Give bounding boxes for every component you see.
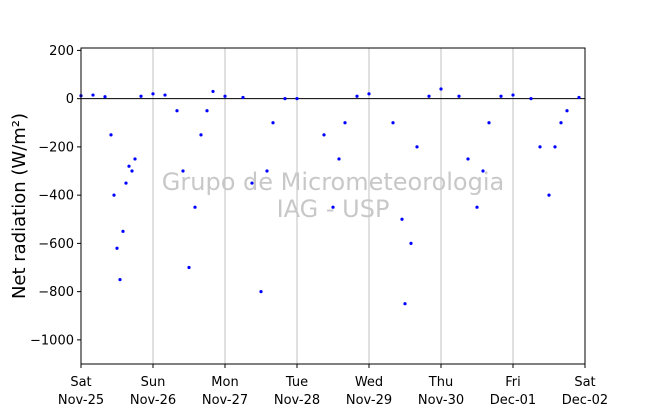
- grid-lines: [152, 48, 514, 364]
- x-tick-date: Nov-29: [346, 393, 392, 408]
- x-tick-date: Dec-02: [562, 393, 608, 408]
- data-point: [109, 133, 113, 137]
- data-point: [529, 97, 533, 101]
- x-axis: Sat Nov-25 Sun Nov-26 Mon Nov-27 Tue Nov-28 Wed N…: [58, 364, 608, 408]
- data-point: [295, 97, 299, 101]
- data-point: [391, 121, 395, 125]
- x-tick-day: Wed: [355, 375, 383, 390]
- data-point: [403, 302, 407, 306]
- data-point: [130, 169, 134, 173]
- x-tick-day: Thu: [428, 375, 453, 390]
- x-tick-date: Nov-25: [58, 393, 104, 408]
- x-tick-date: Dec-01: [490, 393, 536, 408]
- data-point: [457, 94, 461, 98]
- data-point: [118, 277, 122, 282]
- data-point: [259, 290, 263, 294]
- watermark-line-1: Grupo de Micrometeorologia: [162, 168, 504, 196]
- x-tick-date: Nov-30: [418, 393, 464, 408]
- data-point: [475, 205, 479, 209]
- data-point: [565, 109, 569, 113]
- data-point: [163, 93, 167, 97]
- y-axis-label: Net radiation (W/m²): [9, 113, 30, 299]
- y-axis: 200 0 −200 −400 −600 −800 −1000: [30, 44, 81, 348]
- data-point: [499, 94, 503, 98]
- x-tick-day: Sun: [141, 375, 166, 390]
- y-tick-label: −800: [38, 285, 74, 300]
- data-point: [139, 94, 143, 98]
- data-point: [547, 193, 551, 197]
- data-point: [553, 145, 557, 149]
- data-point: [481, 169, 485, 173]
- data-point: [487, 121, 491, 125]
- data-point: [112, 193, 116, 197]
- data-point: [187, 265, 191, 270]
- y-tick-label: −1000: [30, 333, 74, 348]
- data-point: [538, 145, 542, 149]
- data-point: [271, 121, 275, 125]
- data-point: [151, 92, 155, 96]
- data-point: [577, 95, 581, 100]
- data-point: [250, 181, 254, 185]
- data-point: [283, 97, 287, 101]
- data-point: [331, 205, 335, 209]
- data-point: [559, 121, 563, 125]
- data-point: [322, 133, 326, 137]
- data-point: [427, 94, 431, 98]
- data-point: [115, 246, 119, 250]
- data-point: [265, 169, 269, 173]
- x-tick-day: Tue: [285, 375, 308, 390]
- y-tick-label: −400: [38, 189, 74, 204]
- data-point: [337, 157, 341, 161]
- data-point: [211, 89, 215, 94]
- data-point: [127, 164, 131, 168]
- x-tick-day: Mon: [211, 375, 238, 390]
- y-tick-label: 0: [66, 92, 74, 107]
- data-point: [175, 109, 179, 113]
- data-point: [241, 95, 245, 100]
- data-point: [223, 94, 227, 98]
- data-point: [400, 217, 404, 221]
- data-point: [415, 145, 419, 149]
- data-point: [439, 87, 443, 91]
- plot-frame: [80, 47, 586, 365]
- data-point: [355, 94, 359, 98]
- x-tick-date: Nov-26: [130, 393, 176, 408]
- data-point: [343, 121, 347, 125]
- data-point: [367, 92, 371, 96]
- data-point: [124, 181, 128, 185]
- data-point: [103, 95, 107, 99]
- data-point: [466, 157, 470, 161]
- data-point: [193, 205, 197, 209]
- data-point: [205, 109, 209, 113]
- y-tick-label: −200: [38, 140, 74, 155]
- y-tick-label: 200: [49, 44, 74, 59]
- data-point: [121, 229, 125, 233]
- x-tick-date: Nov-28: [274, 393, 320, 408]
- x-tick-day: Sat: [574, 375, 595, 390]
- y-tick-label: −600: [38, 237, 74, 252]
- data-point: [199, 133, 203, 137]
- data-points: [79, 87, 581, 306]
- data-point: [409, 241, 413, 245]
- x-tick-day: Fri: [505, 375, 521, 390]
- x-tick-day: Sat: [70, 375, 91, 390]
- data-point: [91, 93, 95, 97]
- data-point: [181, 169, 185, 173]
- data-point: [511, 93, 515, 97]
- data-point: [133, 157, 137, 161]
- watermark-line-2: IAG - USP: [277, 195, 390, 223]
- x-tick-date: Nov-27: [202, 393, 248, 408]
